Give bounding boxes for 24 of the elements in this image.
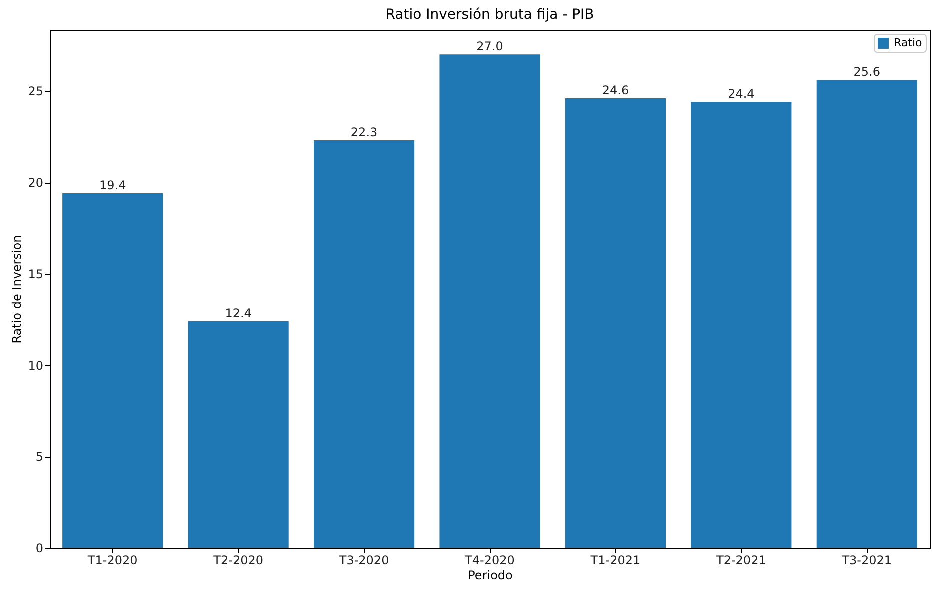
x-tick-label: T4-2020 bbox=[464, 554, 515, 568]
y-tick-label: 15 bbox=[28, 267, 44, 282]
y-tick-label: 10 bbox=[28, 358, 44, 373]
data-label: 25.6 bbox=[854, 65, 880, 80]
data-label: 22.3 bbox=[350, 126, 378, 140]
x-tick-label: T2-2020 bbox=[212, 554, 264, 568]
data-label: 27.0 bbox=[476, 40, 504, 54]
y-axis-title: Ratio de Inversion bbox=[10, 235, 24, 344]
x-tick-label: T1-2020 bbox=[86, 554, 138, 568]
data-label: 24.6 bbox=[602, 84, 630, 98]
data-label: 12.4 bbox=[225, 306, 252, 320]
y-tick-label: 25 bbox=[28, 84, 44, 99]
x-tick-label: T3-2021 bbox=[841, 554, 892, 568]
y-tick-label: 5 bbox=[36, 450, 44, 464]
x-tick-label: T2-2021 bbox=[716, 554, 766, 568]
chart-title: Ratio Inversión bruta fija - PIB bbox=[386, 7, 594, 23]
data-label: 24.4 bbox=[728, 87, 755, 102]
x-tick-label: T1-2021 bbox=[590, 554, 641, 568]
y-tick-label: 20 bbox=[28, 176, 44, 190]
y-tick-label: 0 bbox=[36, 542, 44, 556]
x-axis-title: Periodo bbox=[468, 568, 513, 582]
x-tick-label: T3-2020 bbox=[338, 554, 390, 568]
legend-label: Ratio bbox=[894, 36, 923, 50]
data-label: 19.4 bbox=[100, 178, 126, 193]
